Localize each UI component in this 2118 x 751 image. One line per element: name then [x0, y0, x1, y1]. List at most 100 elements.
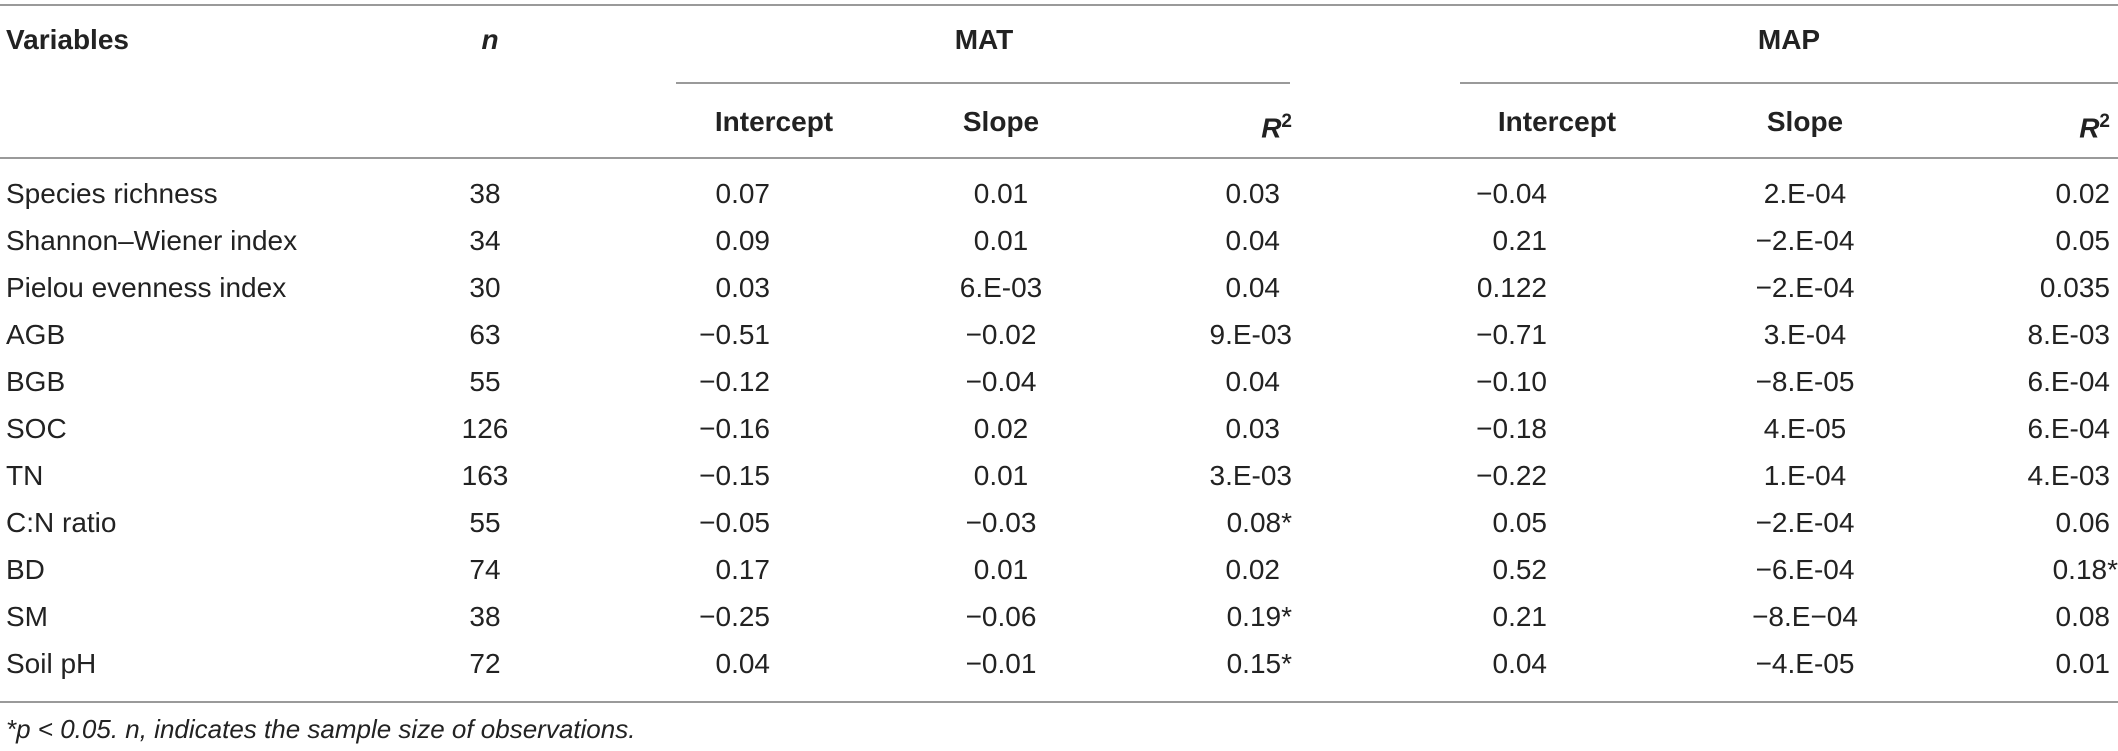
- row-variable: TN: [6, 460, 44, 491]
- map-intercept: 0.05: [1492, 507, 1548, 538]
- map-intercept: −0.18: [1476, 413, 1547, 444]
- mat-intercept: −0.15: [699, 460, 770, 491]
- header-map-intercept: Intercept: [1497, 106, 1617, 137]
- map-slope: −8.E−04: [1752, 601, 1858, 632]
- header-mat: MAT: [954, 24, 1014, 55]
- row-n: 126: [461, 413, 509, 444]
- map-r2: 0.02: [2055, 178, 2111, 209]
- map-intercept: 0.21: [1492, 225, 1548, 256]
- mat-r2: 0.15*: [1226, 648, 1292, 679]
- mat-intercept: −0.51: [699, 319, 770, 350]
- mat-intercept: −0.05: [699, 507, 770, 538]
- map-intercept: 0.52: [1492, 554, 1548, 585]
- header-map-r2: R2: [2079, 104, 2110, 146]
- header-map-r2-base: R: [2079, 112, 2100, 144]
- mat-r2: 0.04: [1225, 272, 1281, 303]
- header-mat-intercept: Intercept: [714, 106, 834, 137]
- header-bottom-rule: [0, 157, 2118, 159]
- row-n: 38: [469, 601, 501, 632]
- map-r2: 0.06: [2055, 507, 2111, 538]
- row-n: 163: [461, 460, 509, 491]
- header-n: n: [481, 22, 498, 58]
- mat-r2: 0.08*: [1226, 507, 1292, 538]
- row-variable: Pielou evenness index: [6, 272, 287, 303]
- mat-intercept: −0.25: [699, 601, 770, 632]
- table-footnote: *p < 0.05. n, indicates the sample size …: [6, 714, 636, 744]
- map-slope: 1.E-04: [1763, 460, 1847, 491]
- map-r2: 0.05: [2055, 225, 2111, 256]
- map-r2: 6.E-04: [2027, 366, 2111, 397]
- row-n: 72: [469, 648, 501, 679]
- map-slope: −2.E-04: [1755, 225, 1855, 256]
- row-variable: SM: [6, 601, 48, 632]
- mat-intercept: 0.17: [715, 554, 771, 585]
- mat-slope: 0.02: [973, 413, 1029, 444]
- map-r2: 0.01: [2055, 648, 2111, 679]
- row-variable: AGB: [6, 319, 66, 350]
- map-slope: −2.E-04: [1755, 272, 1855, 303]
- mat-slope: −0.04: [965, 366, 1037, 397]
- map-intercept: 0.04: [1492, 648, 1548, 679]
- map-intercept: −0.22: [1476, 460, 1547, 491]
- map-r2: 0.18*: [2052, 554, 2118, 585]
- row-n: 63: [469, 319, 501, 350]
- mat-group-rule: [676, 82, 1290, 84]
- row-n: 55: [469, 507, 501, 538]
- map-slope: 3.E-04: [1763, 319, 1847, 350]
- row-n: 34: [469, 225, 501, 256]
- header-mat-slope: Slope: [962, 106, 1040, 137]
- row-variable: Shannon–Wiener index: [6, 225, 298, 256]
- header-mat-r2-sup: 2: [1281, 111, 1292, 132]
- row-variable: Soil pH: [6, 648, 97, 679]
- header-n-text: n: [481, 24, 499, 55]
- mat-r2: 0.03: [1225, 178, 1281, 209]
- map-intercept: −0.04: [1476, 178, 1547, 209]
- map-slope: −6.E-04: [1755, 554, 1855, 585]
- row-variable: SOC: [6, 413, 67, 444]
- map-slope: −2.E-04: [1755, 507, 1855, 538]
- map-intercept: 0.122: [1476, 272, 1547, 303]
- mat-intercept: −0.12: [699, 366, 770, 397]
- mat-r2: 0.04: [1225, 225, 1281, 256]
- map-r2: 4.E-03: [2027, 460, 2111, 491]
- mat-slope: −0.03: [965, 507, 1037, 538]
- map-r2: 8.E-03: [2027, 319, 2111, 350]
- mat-slope: −0.02: [965, 319, 1037, 350]
- mat-slope: 0.01: [973, 178, 1029, 209]
- header-map-slope: Slope: [1766, 106, 1844, 137]
- mat-intercept: 0.03: [715, 272, 771, 303]
- header-map: MAP: [1757, 24, 1821, 55]
- mat-r2: 0.03: [1225, 413, 1281, 444]
- row-n: 38: [469, 178, 501, 209]
- mat-slope: −0.06: [965, 601, 1037, 632]
- mat-slope: 0.01: [973, 460, 1029, 491]
- map-intercept: −0.71: [1476, 319, 1547, 350]
- row-n: 30: [469, 272, 501, 303]
- header-map-r2-sup: 2: [2099, 111, 2110, 132]
- mat-r2: 0.19*: [1226, 601, 1292, 632]
- mat-slope: 0.01: [973, 225, 1029, 256]
- row-variable: BGB: [6, 366, 66, 397]
- mat-intercept: −0.16: [699, 413, 770, 444]
- mat-r2: 0.04: [1225, 366, 1281, 397]
- mat-intercept: 0.07: [715, 178, 771, 209]
- top-rule: [0, 4, 2118, 6]
- mat-intercept: 0.09: [715, 225, 771, 256]
- header-mat-r2-base: R: [1261, 112, 1282, 144]
- mat-intercept: 0.04: [715, 648, 771, 679]
- map-intercept: 0.21: [1492, 601, 1548, 632]
- map-intercept: −0.10: [1476, 366, 1547, 397]
- row-variable: BD: [6, 554, 45, 585]
- map-slope: −4.E-05: [1755, 648, 1855, 679]
- mat-r2: 9.E-03: [1209, 319, 1293, 350]
- map-r2: 0.08: [2055, 601, 2111, 632]
- bottom-rule: [0, 701, 2118, 703]
- map-r2: 6.E-04: [2027, 413, 2111, 444]
- mat-r2: 3.E-03: [1209, 460, 1293, 491]
- mat-slope: 6.E-03: [959, 272, 1043, 303]
- row-n: 55: [469, 366, 501, 397]
- row-variable: C:N ratio: [6, 507, 117, 538]
- map-slope: 4.E-05: [1763, 413, 1847, 444]
- header-mat-r2: R2: [1261, 104, 1292, 146]
